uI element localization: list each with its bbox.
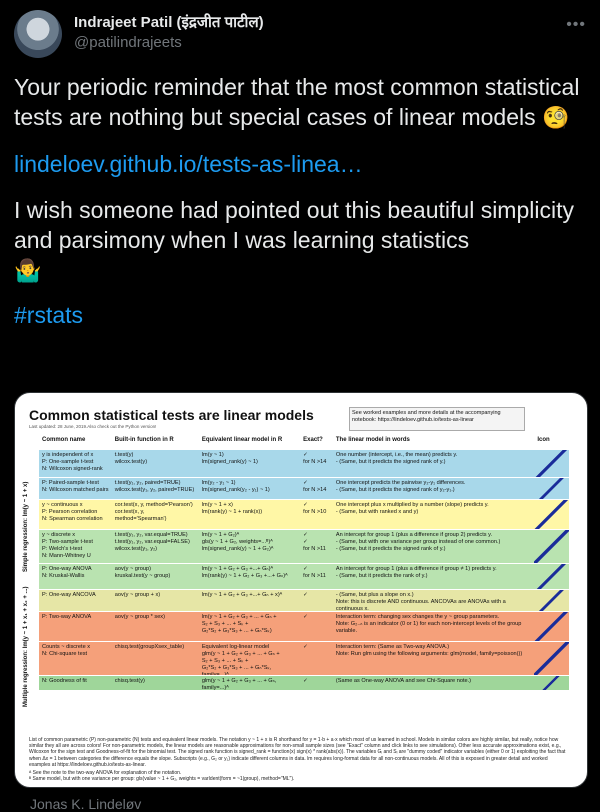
row-builtin: aov(y ~ group) kruskal.test(y ~ group): [114, 566, 171, 579]
row-linear-model: Equivalent log-linear model glm(y ~ 1 + …: [201, 644, 280, 676]
row-icon: [534, 612, 569, 642]
author-handle[interactable]: @patilindrajeets: [74, 34, 182, 51]
vertical-label-simple: Simple regression: lm(y ~ 1 + x): [23, 481, 29, 572]
row-exact: ✓ for N >10: [303, 502, 327, 515]
notebook-link[interactable]: lindeloev.github.io/tests-as-linea…: [14, 151, 363, 177]
header-icon: Icon: [537, 437, 550, 443]
row-common-name: P: Two-way ANOVA: [42, 614, 92, 620]
row-builtin: t.test(y) wilcox.test(y): [114, 452, 148, 465]
row-common-name: y ~ continuous x P: Pearson correlation …: [42, 502, 103, 522]
row-words: Interaction term: changing sex changes t…: [335, 614, 522, 634]
author-name[interactable]: Indrajeet Patil (इंद्रजीत पाटील): [74, 14, 264, 31]
header-exact: Exact?: [303, 437, 323, 443]
row-words: Interaction term: (Same as Two-way ANOVA…: [335, 644, 523, 657]
vertical-label-multiple: Multiple regression: lm(y ~ 1 + x₁ + x₂ …: [23, 586, 29, 707]
table-row: P: One-way ANCOVA aov(y ~ group + x) lm(y …: [39, 589, 569, 612]
row-builtin: cor.test(x, y, method='Pearson') cor.tes…: [114, 502, 193, 522]
row-exact: ✓ ✓ for N >11: [303, 532, 326, 552]
row-builtin: aov(y ~ group * sex): [114, 614, 165, 620]
row-words: An intercept for group 1 (plus a differe…: [335, 532, 501, 552]
rstats-hashtag[interactable]: #rstats: [14, 302, 84, 328]
table-row: y is independent of x P: One-sample t-te…: [39, 449, 569, 478]
row-linear-model: glm(y ~ 1 + G₂ + G₃ + ... + Gₙ, family=.…: [201, 678, 277, 690]
author-avatar[interactable]: [14, 10, 62, 58]
row-icon: [534, 642, 569, 676]
row-words: (Same as One-way ANOVA and see Chi-Squar…: [335, 678, 472, 684]
row-builtin: chisq.test(y): [114, 678, 145, 684]
row-exact: ✓: [303, 644, 308, 650]
next-item-author[interactable]: Jonas K. Lindeløv: [30, 796, 142, 812]
row-builtin: aov(y ~ group + x): [114, 592, 161, 598]
row-builtin: t.test(y₁, y₂, var.equal=TRUE) t.test(y₁…: [114, 532, 190, 552]
tweet-line-1: Your periodic reminder that the most com…: [14, 74, 580, 130]
tweet-line-2: I wish someone had pointed out this beau…: [14, 197, 574, 253]
row-words: One number (intercept, i.e., the mean) p…: [335, 452, 458, 465]
cheatsheet-footnote: List of common parametric (P) non-parame…: [29, 737, 569, 782]
row-linear-model: lm(y ~ 1 + G₂ + G₃ + ... + Gₙ + S₂ + S₃ …: [201, 614, 277, 634]
row-exact: ✓ for N >11: [303, 566, 326, 579]
header-common-name: Common name: [42, 437, 86, 443]
row-builtin: t.test(y₁, y₂, paired=TRUE) wilcox.test(…: [114, 480, 195, 493]
row-common-name: P: Paired-sample t-test N: Wilcoxon matc…: [42, 480, 109, 493]
row-exact: ✓ for N >14: [303, 480, 327, 493]
row-common-name: Counts ~ discrete x N: Chi-square test: [42, 644, 91, 657]
row-icon: [534, 564, 569, 590]
row-icon: [534, 478, 569, 500]
row-linear-model: lm(y ~ 1 + x) lm(rank(y) ~ 1 + rank(x)): [201, 502, 263, 515]
tweet-header: Indrajeet Patil (इंद्रजीत पाटील) @patili…: [14, 10, 586, 60]
table-row: N: Goodness of fit chisq.test(y) glm(y ~ 1…: [39, 675, 569, 690]
row-common-name: y is independent of x P: One-sample t-te…: [42, 452, 103, 472]
table-row: P: Two-way ANOVA aov(y ~ group * sex) lm(y…: [39, 611, 569, 642]
row-icon: [534, 590, 569, 612]
cheatsheet-title: Common statistical tests are linear mode…: [29, 407, 314, 423]
row-words: - (Same, but plus a slope on x.) Note: t…: [335, 592, 506, 612]
header-builtin: Built-in function in R: [114, 437, 174, 443]
tweet-image-card[interactable]: Common statistical tests are linear mode…: [14, 392, 588, 788]
row-exact: ✓: [303, 592, 308, 598]
row-icon: [534, 500, 569, 530]
footnote-text: List of common parametric (P) non-parame…: [29, 737, 566, 768]
row-icon: [534, 530, 569, 564]
table-row: P: One-way ANOVA N: Kruskal-Wallis aov(y …: [39, 563, 569, 590]
more-icon[interactable]: •••: [566, 16, 586, 33]
footnote-b: ᴮ Same model, but with one variance per …: [29, 776, 295, 783]
row-linear-model: lm(y ~ 1) lm(signed_rank(y) ~ 1): [201, 452, 258, 465]
cheatsheet-subtitle: Last updated: 28 June, 2019.Also check o…: [29, 424, 157, 429]
row-exact: ✓: [303, 678, 308, 684]
header-linear-model: Equivalent linear model in R: [201, 437, 283, 443]
row-common-name: P: One-way ANOVA N: Kruskal-Wallis: [42, 566, 92, 579]
shrug-emoji: 🤷‍♂️: [14, 258, 42, 283]
row-linear-model: lm(y₂ - y₁ ~ 1) lm(signed_rank(y₂ - y₁) …: [201, 480, 270, 493]
row-linear-model: lm(y ~ 1 + G₂ + G₃ +...+ Gₙ + x)ᴬ: [201, 592, 283, 598]
table-header: Common name Built-in function in R Equiv…: [39, 435, 569, 447]
cheatsheet: Common statistical tests are linear mode…: [23, 407, 569, 782]
table-row: Counts ~ discrete x N: Chi-square test ch…: [39, 641, 569, 676]
row-exact: ✓ for N >14: [303, 452, 327, 465]
monocle-face-emoji: 🧐: [542, 105, 570, 130]
table-row: y ~ discrete x P: Two-sample t-test P: W…: [39, 529, 569, 564]
tweet-text: Your periodic reminder that the most com…: [14, 72, 586, 330]
row-icon: [534, 676, 569, 690]
row-words: One intercept plus x multiplied by a num…: [335, 502, 489, 515]
row-common-name: N: Goodness of fit: [42, 678, 87, 684]
table-row: y ~ continuous x P: Pearson correlation …: [39, 499, 569, 530]
header-words: The linear model in words: [335, 437, 410, 443]
row-common-name: P: One-way ANCOVA: [42, 592, 96, 598]
row-linear-model: lm(y ~ 1 + G₂)ᴬ gls(y ~ 1 + G₂, weights=…: [201, 532, 274, 552]
row-builtin: chisq.test(groupXsex_table): [114, 644, 185, 650]
row-linear-model: lm(y ~ 1 + G₂ + G₃ +...+ Gₙ)ᴬ lm(rank(y)…: [201, 566, 288, 579]
row-exact: ✓: [303, 614, 308, 620]
notebook-box: See worked examples and more details at …: [349, 407, 525, 431]
row-icon: [534, 450, 569, 478]
row-words: An intercept for group 1 (plus a differe…: [335, 566, 497, 579]
row-common-name: y ~ discrete x P: Two-sample t-test P: W…: [42, 532, 93, 559]
table-row: P: Paired-sample t-test N: Wilcoxon matc…: [39, 477, 569, 500]
row-words: One intercept predicts the pairwise y₂-y…: [335, 480, 466, 493]
footnote-a: ᴬ See the note to the two-way ANOVA for …: [29, 770, 182, 777]
